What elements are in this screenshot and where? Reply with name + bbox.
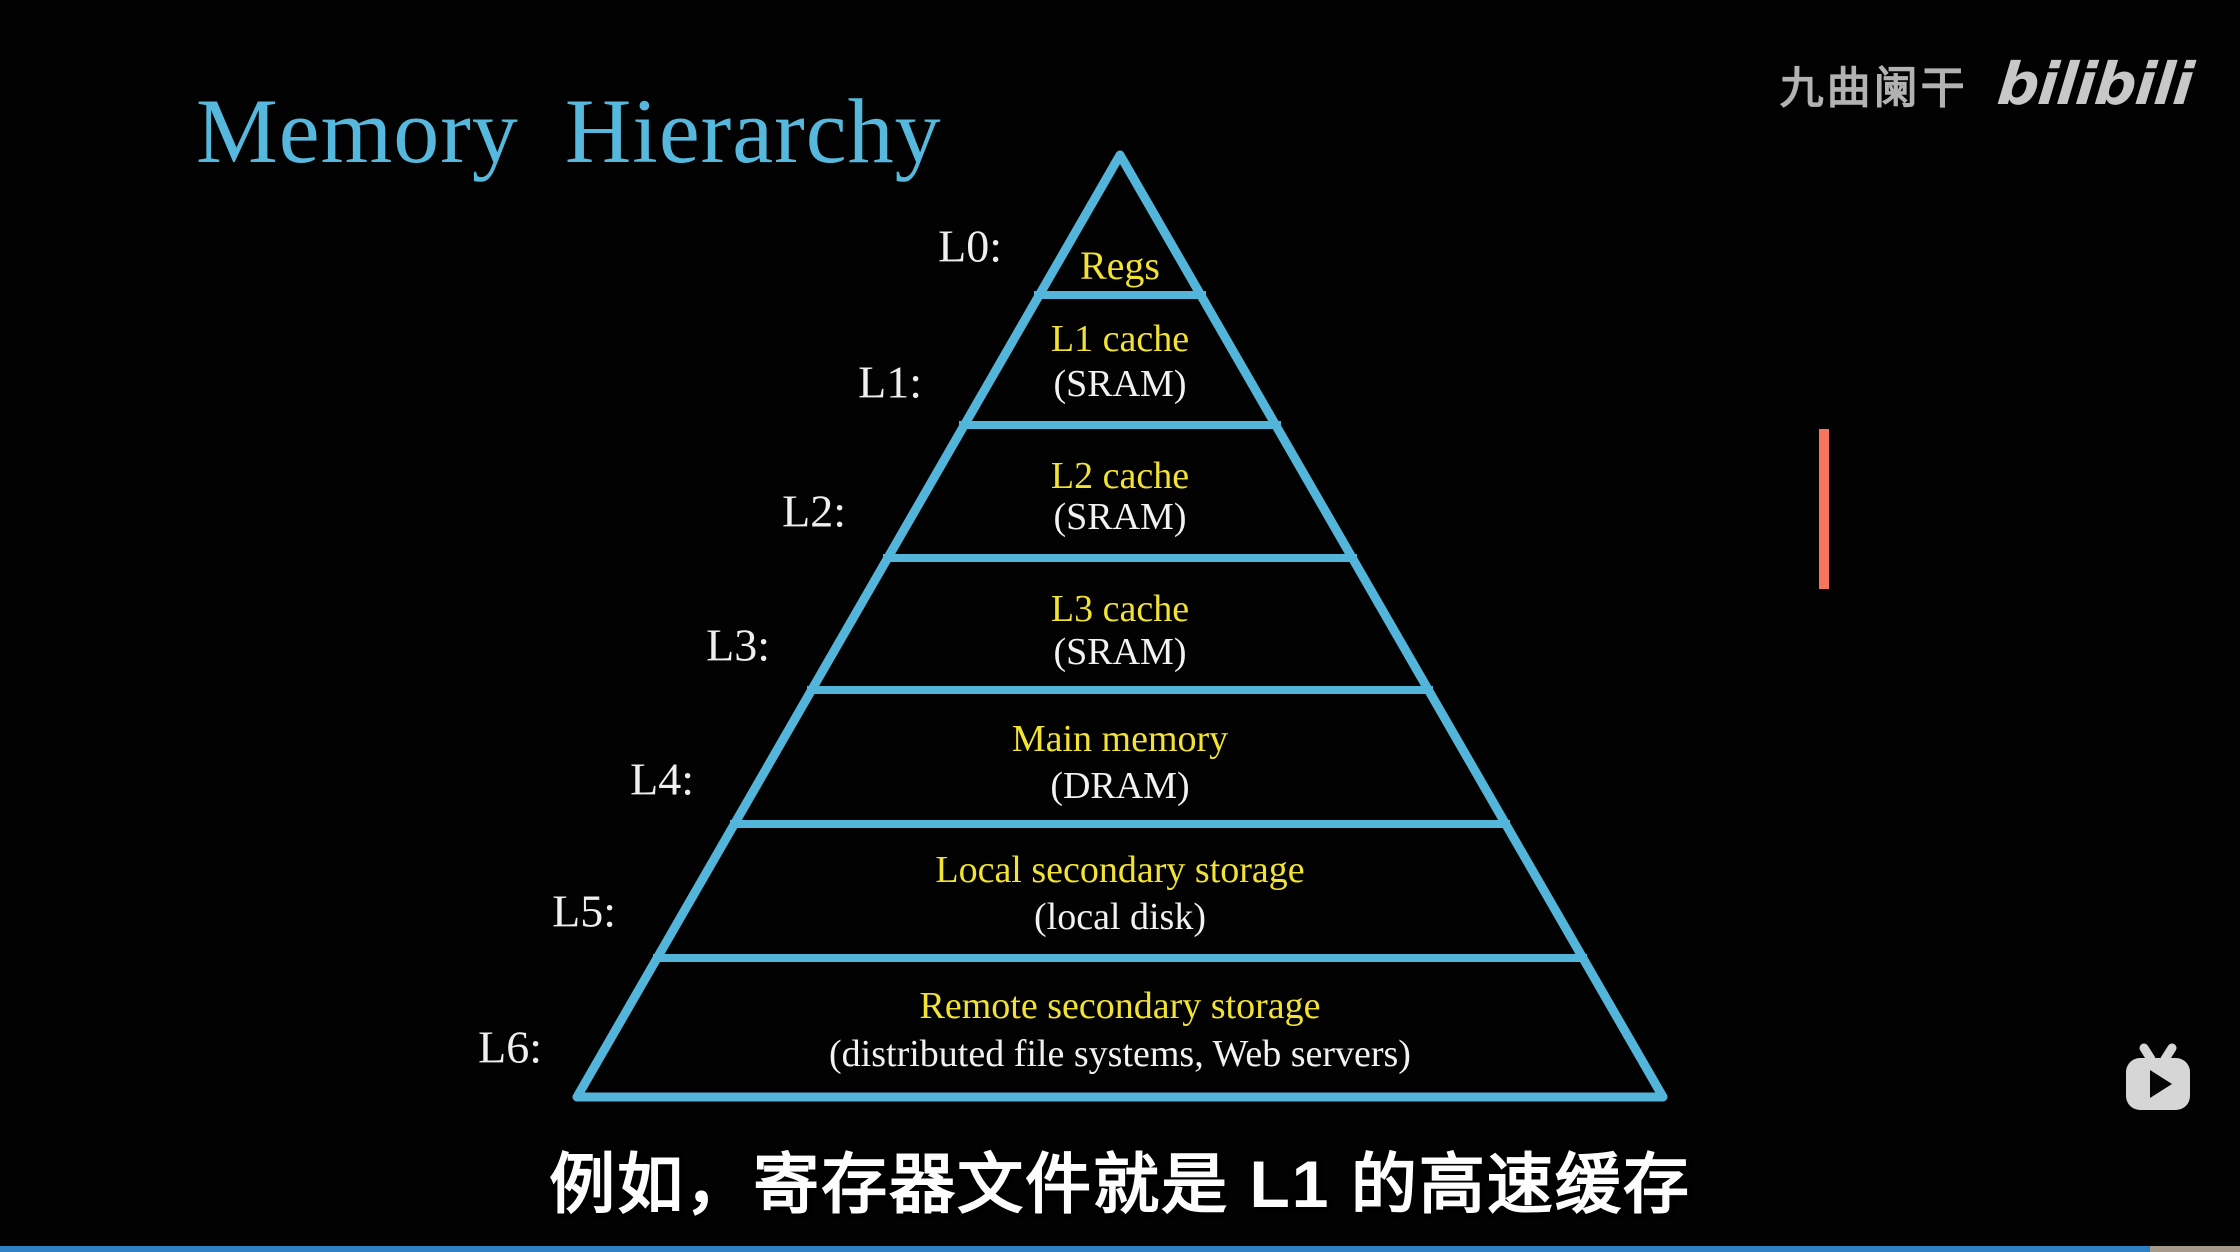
progress-played-segment bbox=[0, 1246, 2151, 1252]
pyramid-outline bbox=[572, 150, 1668, 1102]
level-label-l0: L0: bbox=[938, 220, 1002, 272]
level-title-l1: L1 cache bbox=[1050, 318, 1190, 361]
level-subtitle-l1: (SRAM) bbox=[1053, 363, 1187, 406]
level-title-l3: L3 cache bbox=[1050, 588, 1190, 631]
level-label-l2: L2: bbox=[782, 485, 846, 537]
level-title-l0: Regs bbox=[1080, 243, 1160, 288]
level-title-l4: Main memory bbox=[1011, 718, 1229, 761]
subtitle-caption: 例如，寄存器文件就是 L1 的高速缓存 bbox=[549, 1147, 1691, 1221]
level-label-l5: L5: bbox=[552, 885, 616, 937]
uploader-name: 九曲阑干 bbox=[1779, 64, 1968, 113]
level-subtitle-l4: (DRAM) bbox=[1050, 765, 1190, 808]
level-subtitle-l5: (local disk) bbox=[1033, 896, 1206, 939]
level-subtitle-l2: (SRAM) bbox=[1053, 496, 1187, 539]
level-subtitle-l3: (SRAM) bbox=[1053, 631, 1187, 674]
level-label-l4: L4: bbox=[630, 753, 694, 805]
level-label-l6: L6: bbox=[478, 1021, 542, 1073]
bilibili-tv-icon bbox=[2126, 1043, 2190, 1110]
level-title-l5: Local secondary storage bbox=[935, 849, 1305, 892]
level-subtitle-l6: (distributed file systems, Web servers) bbox=[829, 1033, 1411, 1076]
level-label-l3: L3: bbox=[706, 619, 770, 671]
level-title-l6: Remote secondary storage bbox=[919, 985, 1321, 1028]
level-title-l2: L2 cache bbox=[1050, 455, 1190, 498]
red-highlight-marker bbox=[1819, 429, 1829, 589]
level-label-l1: L1: bbox=[858, 356, 922, 408]
watermark: 九曲阑干 bilibili bbox=[1779, 50, 2196, 118]
video-progress-bar[interactable] bbox=[0, 1246, 2240, 1252]
page-title: Memory Hierarchy bbox=[196, 80, 942, 182]
